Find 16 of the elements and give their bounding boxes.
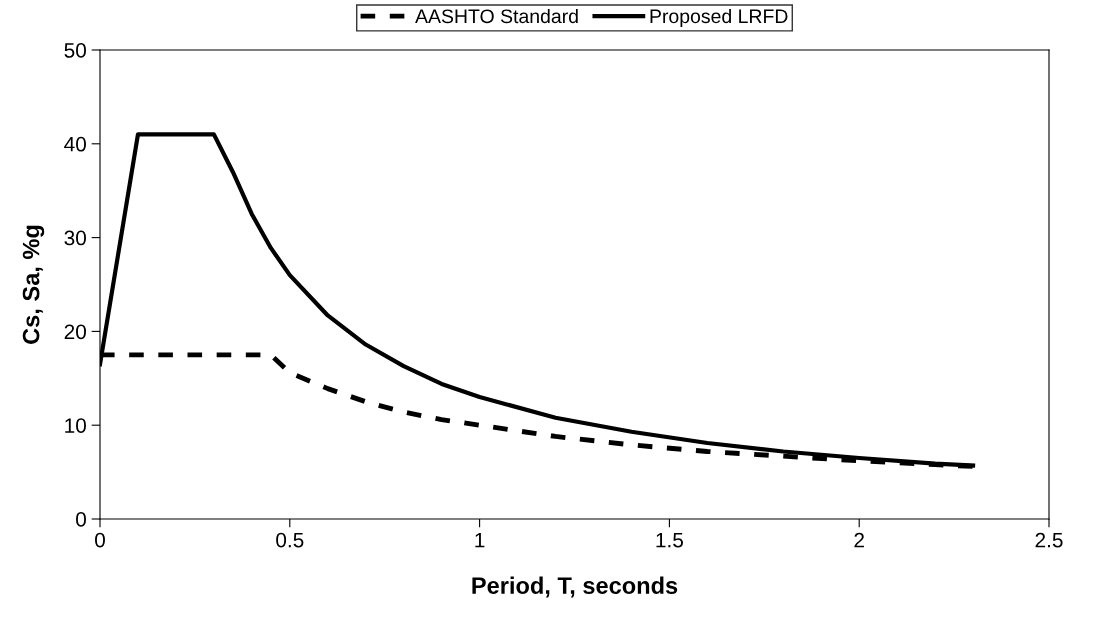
legend-label: AASHTO Standard bbox=[415, 8, 578, 24]
y-tick-label: 50 bbox=[64, 43, 86, 58]
x-tick-label: 0.5 bbox=[276, 532, 304, 548]
y-tick-label: 30 bbox=[64, 230, 86, 246]
x-tick-label: 2.5 bbox=[1035, 532, 1063, 548]
y-axis-title: Cs, Sa, %g bbox=[22, 225, 45, 344]
y-tick-label: 0 bbox=[76, 512, 86, 527]
legend-label: Proposed LRFD bbox=[650, 8, 788, 28]
x-axis-title: Period, T, seconds bbox=[472, 576, 678, 598]
x-tick-label: 1 bbox=[475, 532, 485, 548]
x-tick-label: 1.5 bbox=[656, 532, 684, 548]
y-tick-label: 40 bbox=[64, 136, 86, 152]
x-tick-label: 2 bbox=[854, 532, 864, 548]
y-tick-label: 20 bbox=[64, 324, 86, 340]
y-tick-label: 10 bbox=[65, 418, 86, 433]
x-tick-label: 0 bbox=[95, 532, 105, 548]
